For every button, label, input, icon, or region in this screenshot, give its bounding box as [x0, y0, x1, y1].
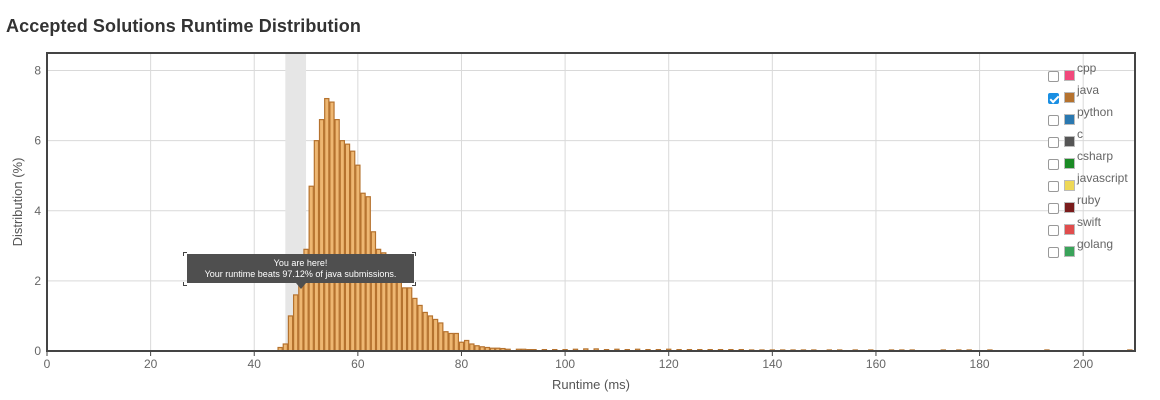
page-title: Accepted Solutions Runtime Distribution [6, 16, 361, 36]
bar[interactable] [313, 140, 320, 352]
bar[interactable] [463, 339, 470, 352]
x-tick-label: 140 [762, 357, 782, 371]
bar[interactable] [344, 143, 351, 352]
tooltip-corner [412, 282, 416, 286]
bar[interactable] [298, 283, 304, 352]
legend-item-javascript[interactable]: javascript [1046, 171, 1128, 194]
legend-label: swift [1077, 215, 1101, 229]
bar[interactable] [417, 304, 423, 352]
bar[interactable] [318, 119, 325, 352]
legend-label: java [1077, 83, 1100, 97]
bar[interactable] [349, 150, 356, 352]
legend-label: ruby [1077, 193, 1101, 207]
x-tick-label: 80 [455, 357, 469, 371]
bar[interactable] [401, 287, 408, 352]
legend-checkbox[interactable] [1048, 92, 1059, 104]
legend-checkbox[interactable] [1048, 224, 1059, 236]
legend-label: python [1077, 105, 1114, 119]
legend-label: javascript [1077, 171, 1128, 185]
bar[interactable] [453, 332, 459, 352]
x-tick-label: 40 [248, 357, 262, 371]
bar[interactable] [324, 97, 330, 352]
bar[interactable] [329, 101, 335, 352]
tooltip-corner [183, 282, 187, 286]
x-tick-label: 100 [555, 357, 575, 371]
x-tick-label: 200 [1073, 357, 1093, 371]
bar[interactable] [370, 231, 377, 352]
legend-label: csharp [1077, 149, 1114, 163]
legend-item-java[interactable]: java [1046, 83, 1128, 106]
bar[interactable] [339, 140, 346, 352]
legend-item-ruby[interactable]: ruby [1046, 193, 1128, 216]
bar[interactable] [282, 343, 289, 352]
x-tick-label: 20 [144, 357, 158, 371]
y-tick-label: 4 [34, 204, 41, 218]
legend-item-python[interactable]: python [1046, 105, 1128, 128]
bar[interactable] [432, 318, 439, 352]
legend-color-swatch [1064, 179, 1075, 191]
bar[interactable] [438, 322, 444, 352]
tooltip-title: You are here! [273, 258, 328, 268]
legend-color-swatch [1064, 91, 1075, 103]
legend-color-swatch [1064, 69, 1075, 81]
x-axis-ticks: 0 20 40 60 80 100 120 140 160 180 200 [44, 351, 1094, 371]
y-tick-label: 8 [34, 64, 41, 78]
legend-color-swatch [1064, 135, 1075, 147]
bar[interactable] [406, 287, 413, 352]
legend-checkbox[interactable] [1048, 136, 1059, 148]
legend-label: c [1077, 127, 1083, 141]
bar[interactable] [391, 273, 397, 352]
legend-item-cpp[interactable]: cpp [1046, 61, 1128, 84]
legend-item-swift[interactable]: swift [1046, 215, 1128, 238]
legend-item-csharp[interactable]: csharp [1046, 149, 1128, 172]
legend-checkbox[interactable] [1048, 246, 1059, 258]
legend-checkbox[interactable] [1048, 202, 1059, 214]
bar[interactable] [469, 343, 475, 352]
legend-label: golang [1077, 237, 1114, 251]
bar[interactable] [448, 332, 454, 352]
legend-checkbox[interactable] [1048, 180, 1059, 192]
tooltip-corner [412, 252, 416, 256]
tooltip-message: Your runtime beats 97.12% of java submis… [204, 269, 397, 279]
legend-checkbox[interactable] [1048, 158, 1059, 170]
legend-color-swatch [1064, 113, 1075, 125]
legend-color-swatch [1064, 157, 1075, 169]
legend-label: cpp [1077, 61, 1097, 75]
plot-frame [46, 52, 1136, 352]
bar[interactable] [412, 297, 418, 352]
bar[interactable] [427, 315, 434, 352]
y-axis-ticks: 0 2 4 6 8 [34, 64, 41, 358]
runtime-tooltip: You are here! Your runtime beats 97.12% … [187, 254, 414, 283]
bar[interactable] [287, 315, 294, 352]
x-tick-label: 0 [44, 357, 51, 371]
legend-color-swatch [1064, 245, 1075, 257]
tooltip-corner [183, 252, 187, 256]
y-tick-label: 2 [34, 274, 41, 288]
chart-grid [46, 53, 1135, 352]
bar[interactable] [443, 331, 449, 352]
bar[interactable] [458, 341, 465, 352]
legend-color-swatch [1064, 223, 1075, 235]
y-tick-label: 6 [34, 134, 41, 148]
tooltip-pointer [296, 283, 306, 289]
x-tick-label: 60 [351, 357, 365, 371]
legend-checkbox[interactable] [1048, 114, 1059, 126]
language-legend: cpp java python c csharp javascript ruby swift g… [1046, 61, 1128, 260]
x-tick-label: 120 [659, 357, 679, 371]
x-tick-label: 180 [970, 357, 990, 371]
plot-background [47, 53, 1135, 351]
bar[interactable] [422, 311, 428, 352]
y-tick-label: 0 [34, 344, 41, 358]
x-axis-title: Runtime (ms) [552, 377, 630, 392]
y-axis-title: Distribution (%) [10, 158, 25, 247]
bar[interactable] [292, 294, 299, 352]
bar[interactable] [396, 280, 402, 352]
legend-color-swatch [1064, 201, 1075, 213]
bar[interactable] [334, 119, 340, 352]
x-tick-label: 160 [866, 357, 886, 371]
legend-checkbox[interactable] [1048, 70, 1059, 82]
legend-item-golang[interactable]: golang [1046, 237, 1128, 260]
legend-item-c[interactable]: c [1046, 127, 1128, 150]
